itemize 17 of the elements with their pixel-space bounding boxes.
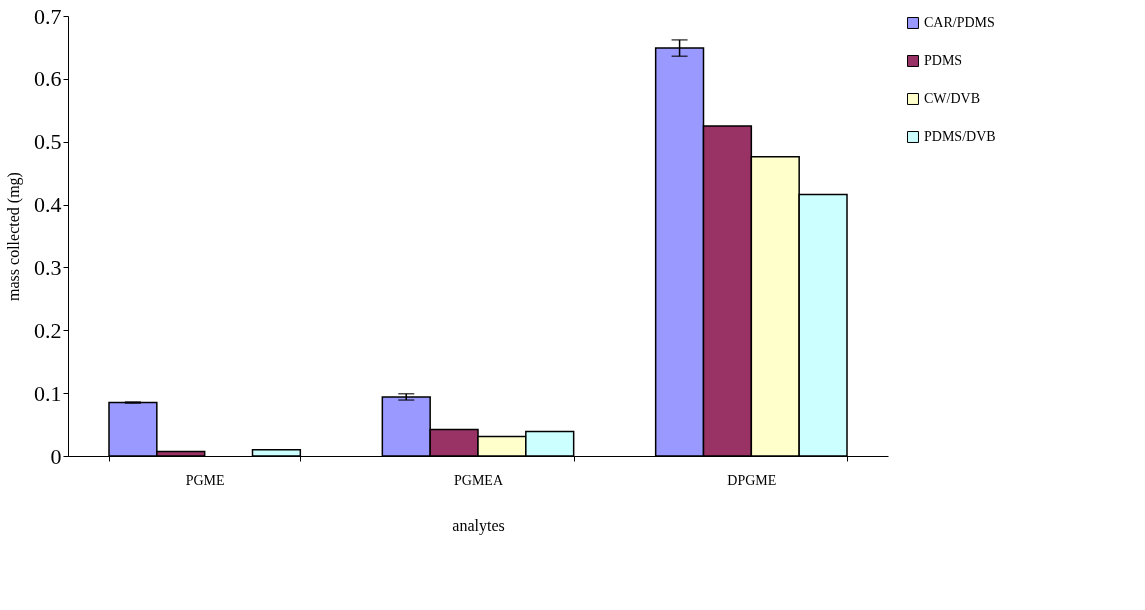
y-tick-label: 0.5: [34, 129, 62, 155]
y-tick-label: 0.7: [34, 3, 62, 29]
x-tick-label: PGMEA: [453, 472, 504, 488]
y-tick-label: 0.3: [34, 254, 62, 280]
y-tick-label: 0.4: [34, 192, 62, 218]
y-axis-title: mass collected (mg): [5, 172, 23, 301]
legend-label: PDMS: [924, 53, 963, 68]
legend-label: PDMS/DVB: [924, 129, 996, 144]
y-tick-label: 0.1: [34, 380, 62, 406]
legend-label: CAR/PDMS: [924, 15, 995, 30]
x-tick-label: PGME: [185, 472, 225, 488]
y-tick-label: 0: [50, 443, 62, 469]
y-tick-label: 0.6: [34, 66, 62, 92]
y-tick-label: 0.2: [34, 317, 62, 343]
x-tick-label: DPGME: [727, 472, 777, 488]
x-axis-title: analytes: [452, 516, 505, 535]
legend-label: CW/DVB: [924, 91, 980, 106]
